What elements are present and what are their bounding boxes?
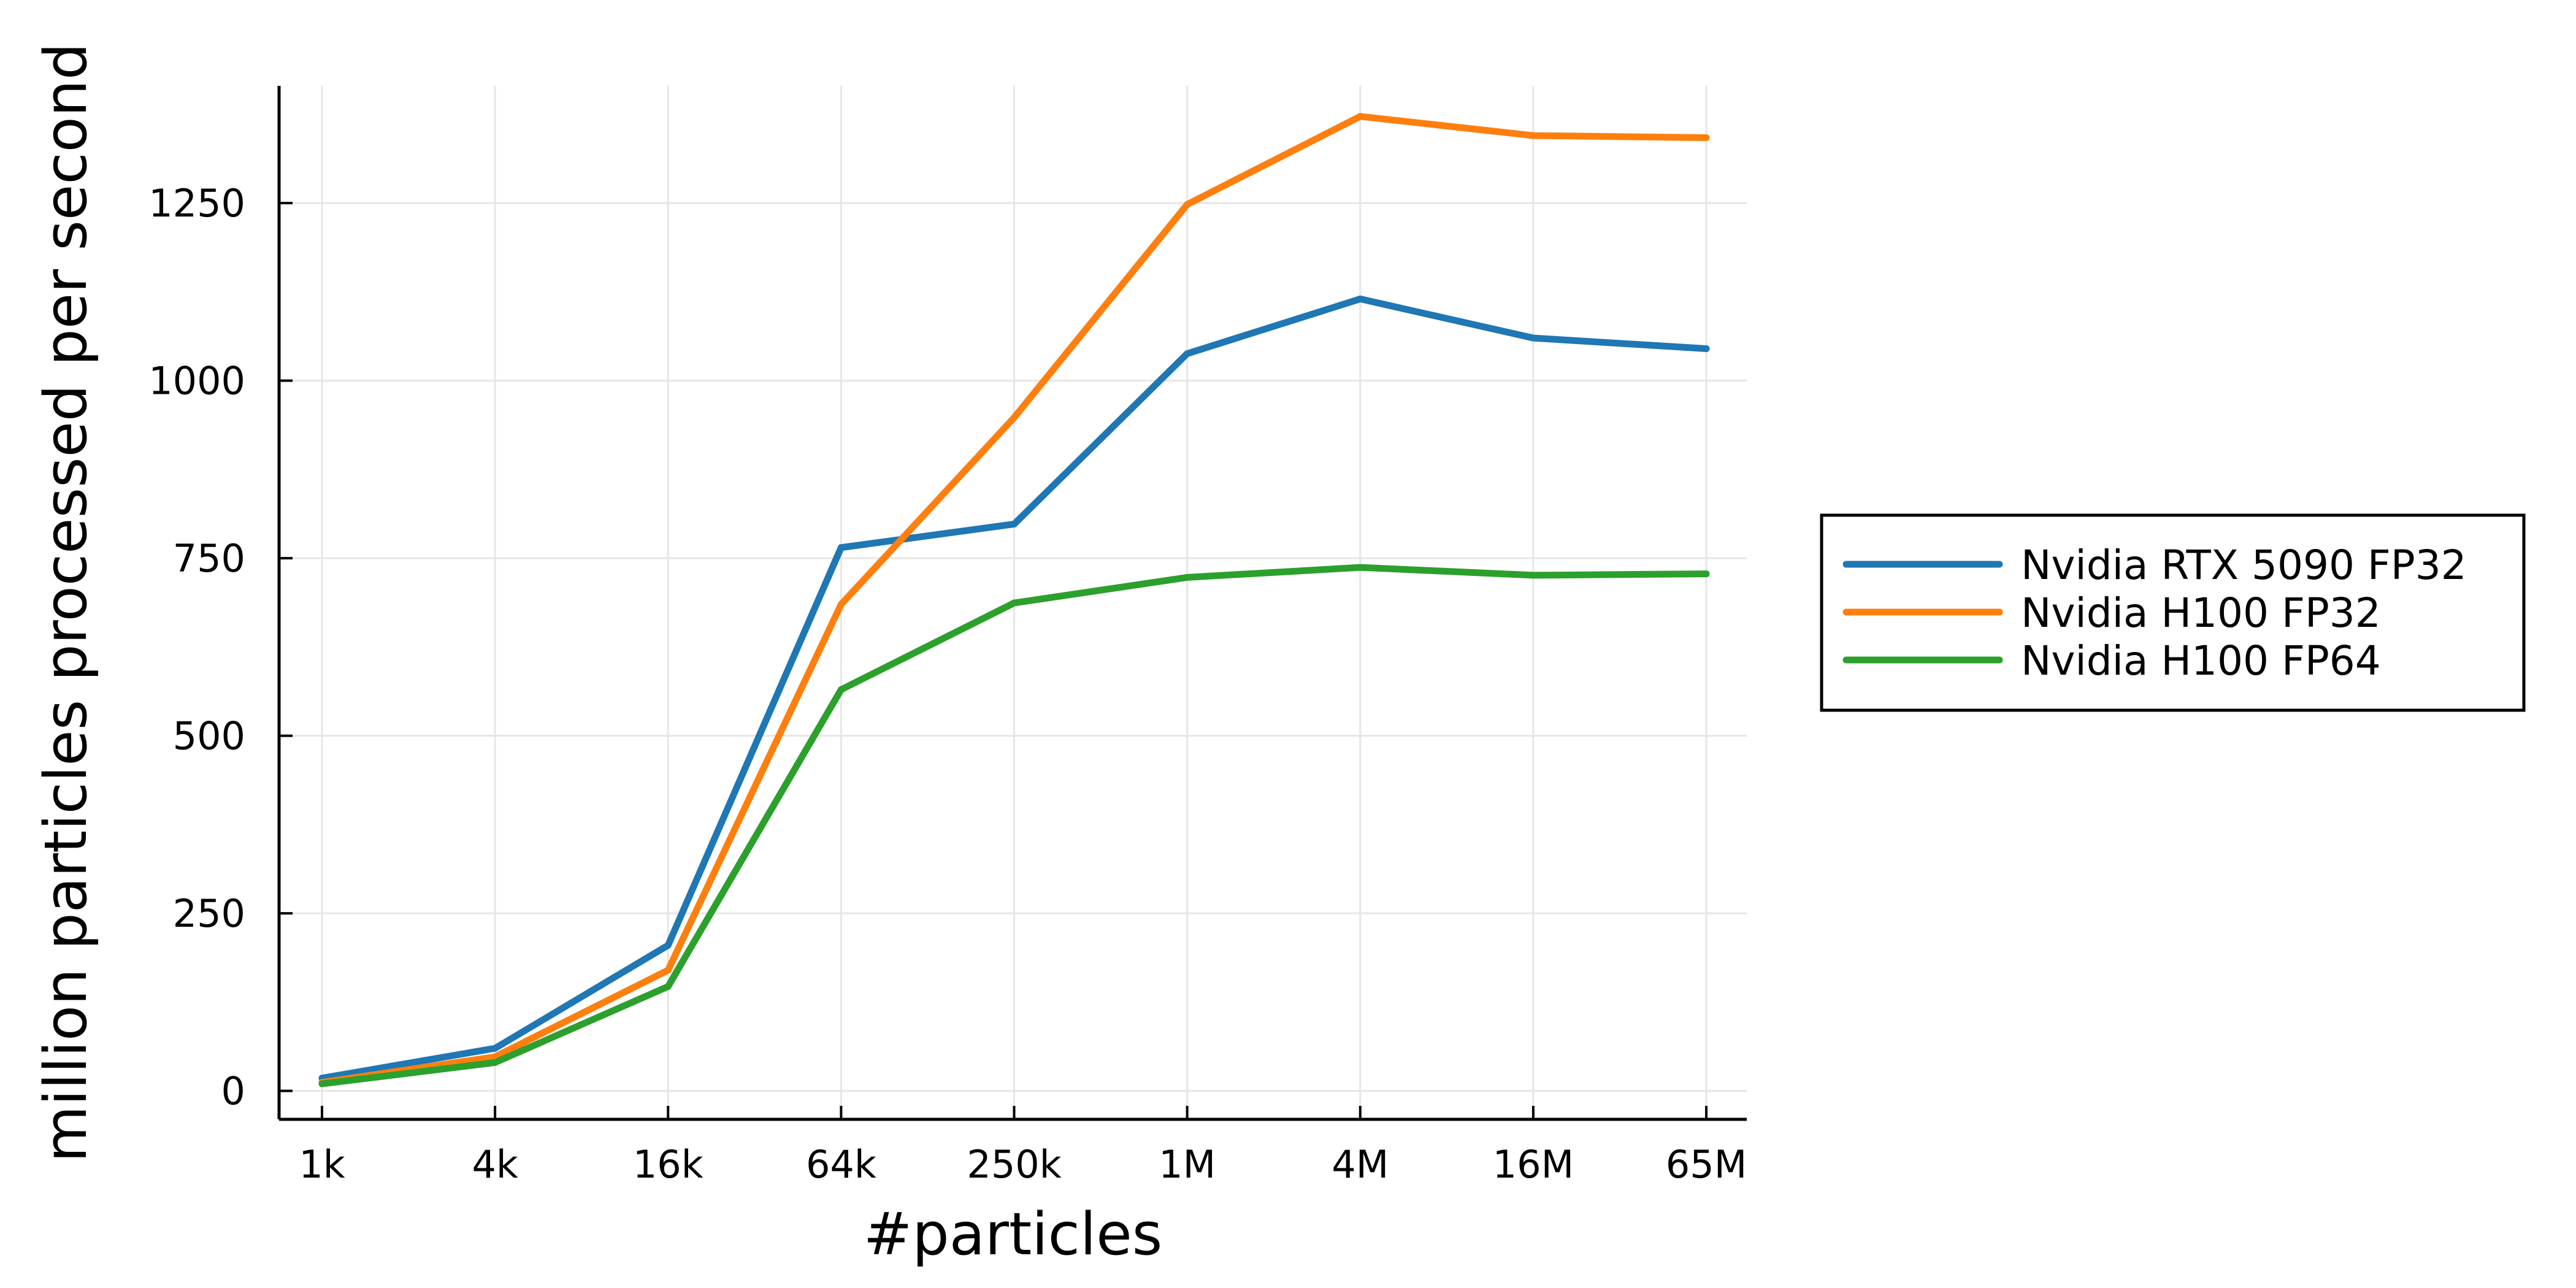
label-layer: 1k 4k 16k 64k 250k 1M 4M 16M 65M 0 250 500 750 1000 12… <box>33 43 1747 1268</box>
legend-label: Nvidia H100 FP32 <box>2021 589 2381 637</box>
data-point <box>1357 113 1364 120</box>
x-tick-label: 1M <box>1159 1142 1216 1187</box>
data-point <box>1703 570 1710 578</box>
y-tick-label: 250 <box>173 891 245 936</box>
x-tick-label: 65M <box>1666 1142 1747 1187</box>
x-tick-label: 4M <box>1332 1142 1389 1187</box>
data-point <box>1357 295 1364 302</box>
data-point <box>1184 573 1191 581</box>
x-tick-label: 4k <box>472 1142 518 1187</box>
data-point <box>837 600 845 608</box>
x-tick-label: 16M <box>1493 1142 1574 1187</box>
data-point <box>1011 599 1018 607</box>
x-tick-label: 250k <box>967 1142 1061 1187</box>
data-point <box>664 941 672 949</box>
data-point <box>1357 564 1364 571</box>
data-point <box>1703 134 1710 142</box>
data-point <box>664 983 672 990</box>
data-point <box>1530 334 1537 342</box>
series-layer <box>318 113 1710 1087</box>
x-tick-label: 1k <box>299 1142 345 1187</box>
legend-label: Nvidia H100 FP64 <box>2021 637 2381 684</box>
data-point <box>491 1059 499 1066</box>
data-point <box>1184 350 1191 358</box>
data-point <box>1530 572 1537 579</box>
data-point <box>1011 521 1018 528</box>
data-point <box>318 1080 326 1087</box>
data-point <box>1184 201 1191 208</box>
axis-layer <box>277 86 1747 1121</box>
data-point <box>1703 345 1710 352</box>
y-tick-label: 1250 <box>148 181 245 226</box>
y-tick-label: 500 <box>173 714 245 759</box>
data-point <box>837 686 845 693</box>
x-axis-title: #particles <box>864 1201 1162 1268</box>
data-point <box>1011 414 1018 421</box>
x-tick-label: 64k <box>806 1142 876 1187</box>
data-point <box>837 544 845 551</box>
data-point <box>1530 132 1537 139</box>
legend-label: Nvidia RTX 5090 FP32 <box>2021 542 2467 589</box>
x-tick-label: 16k <box>633 1142 703 1187</box>
y-tick-label: 1000 <box>148 359 245 404</box>
data-point <box>664 967 672 974</box>
data-point <box>491 1045 499 1052</box>
y-tick-label: 0 <box>221 1069 245 1114</box>
y-tick-label: 750 <box>173 536 245 581</box>
y-axis-title: million particles processed per second <box>33 43 100 1162</box>
